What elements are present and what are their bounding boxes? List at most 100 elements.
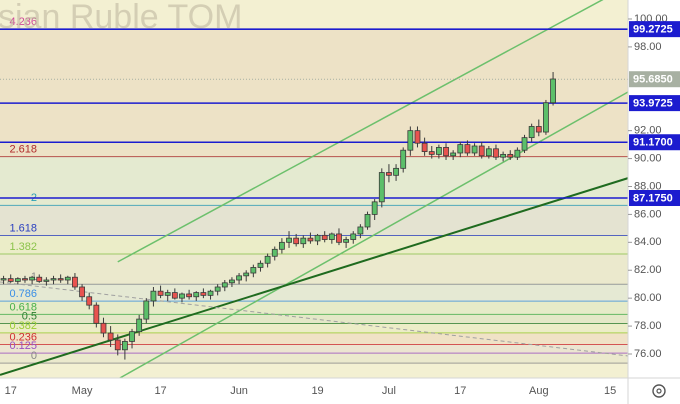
watermark: sian Ruble TOM (0, 0, 242, 36)
candle-body (257, 262, 264, 268)
fib-label: 2.618 (9, 144, 37, 156)
trend-line (117, 0, 604, 263)
fib-zone (0, 323, 628, 333)
price-badge-label: 91.1700 (633, 137, 673, 149)
y-tick-label: 92.00 (634, 125, 662, 137)
y-tick-label: 90.00 (634, 152, 662, 164)
price-badge-label: 87.1750 (633, 192, 673, 204)
candle-body (421, 142, 428, 152)
candle-body (243, 272, 250, 277)
candle-body (79, 286, 85, 298)
candle-body (200, 292, 207, 296)
candle-body (64, 276, 71, 281)
plot-background (0, 0, 628, 378)
trend-line (119, 91, 629, 379)
candle-body (464, 144, 471, 154)
y-tick-label: 86.00 (634, 208, 662, 220)
fib-label: 0.618 (9, 301, 37, 313)
fib-label: 4.236 (9, 16, 37, 28)
candle-body (543, 102, 549, 133)
candle-body (29, 276, 36, 281)
candle-body (507, 153, 514, 158)
fib-zone (0, 344, 628, 354)
candle-body (378, 172, 385, 203)
candle-body (193, 292, 200, 298)
price-badge (629, 95, 680, 112)
candle-body (471, 145, 478, 154)
candle-body (428, 151, 435, 155)
candle-body (485, 148, 492, 157)
candle-body (0, 278, 7, 281)
candle-body (307, 237, 314, 242)
candle-body (321, 234, 328, 240)
candle-body (100, 322, 107, 334)
candle-body (7, 278, 14, 282)
candle-body (450, 152, 457, 157)
candle-body (143, 300, 150, 320)
candle-body (186, 293, 193, 298)
settings-button[interactable] (652, 384, 666, 398)
candle-body (457, 144, 464, 154)
candle-body (250, 267, 257, 274)
candle-body (43, 279, 50, 282)
candle-body (164, 292, 171, 296)
candle-body (514, 149, 521, 158)
candle-body (129, 331, 135, 342)
price-badge (629, 134, 680, 151)
price-badge-label: 93.9725 (633, 98, 673, 110)
candle-body (86, 296, 93, 306)
fib-label: 1.382 (9, 241, 37, 253)
fib-zone (0, 332, 628, 345)
x-tick-label: 17 (5, 385, 17, 397)
candle-body (22, 278, 28, 281)
candle-body (179, 293, 185, 299)
candle-body (400, 149, 407, 169)
price-badge (629, 21, 680, 38)
candle-body (121, 341, 128, 351)
candle-body (535, 126, 542, 133)
candle-body (521, 137, 528, 151)
gear-icon (656, 388, 662, 394)
candle-body (493, 148, 499, 158)
price-badge (629, 190, 680, 207)
fib-label: 0.125 (9, 340, 37, 352)
candle-body (393, 167, 399, 176)
candle-body (214, 286, 221, 292)
y-tick-label: 78.00 (634, 320, 662, 332)
x-tick-label: Jun (230, 385, 248, 397)
candle-body (407, 130, 414, 151)
candle-body (350, 233, 357, 240)
candle-body (264, 255, 271, 264)
trend-line (0, 177, 629, 376)
candle-body (328, 233, 335, 240)
candle-body (114, 339, 121, 351)
candle-body (150, 290, 157, 302)
fib-label: 0 (31, 350, 37, 362)
y-tick-label: 76.00 (634, 348, 662, 360)
candle-body (36, 276, 43, 282)
x-tick-label: 19 (311, 385, 323, 397)
candle-body (500, 153, 507, 158)
candle-body (136, 318, 143, 333)
candle-body (171, 292, 178, 299)
fib-zone (0, 29, 628, 157)
price-badge (629, 71, 680, 88)
fib-zone (0, 235, 628, 255)
candle-body (371, 201, 378, 215)
candle-body (336, 233, 342, 243)
x-tick-label: Jul (382, 385, 396, 397)
fib-label: 0.786 (9, 288, 37, 300)
candle-body (443, 147, 449, 157)
candle-body (157, 290, 164, 296)
candle-body (207, 290, 214, 296)
time-axis (0, 378, 628, 404)
candle-body (293, 237, 300, 245)
candle-body (386, 172, 392, 176)
candle-body (364, 214, 371, 228)
fib-zone (0, 301, 628, 315)
candle-body (107, 332, 114, 341)
candle-body (300, 237, 307, 245)
candle-body (278, 241, 285, 250)
candle-body (357, 226, 364, 235)
